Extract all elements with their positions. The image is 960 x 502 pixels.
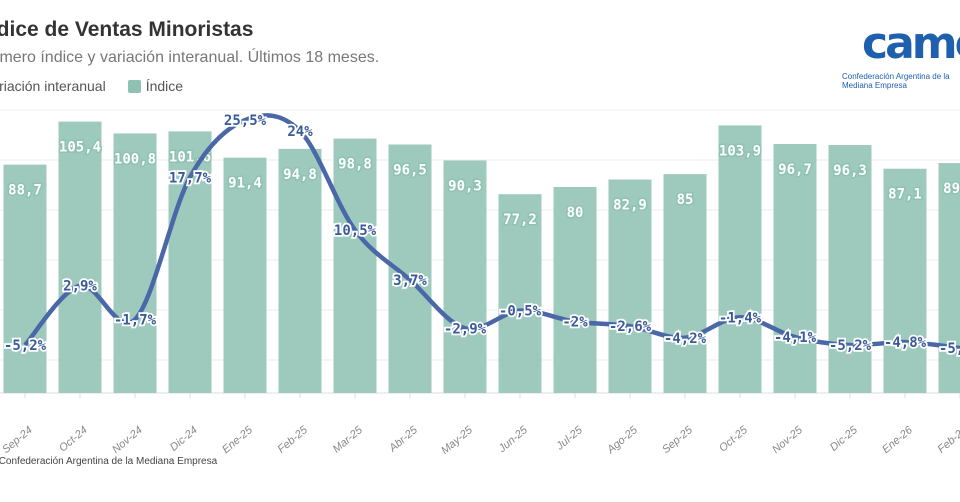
bar-Dic-25	[828, 145, 872, 393]
line-label: -2,6%	[609, 319, 652, 335]
bar-label: 100,8	[114, 151, 156, 167]
x-tick-label: Oct-25	[717, 424, 751, 455]
bar-May-25	[443, 160, 487, 393]
bar-label: 87,1	[888, 187, 922, 203]
bar-label: 105,4	[59, 140, 101, 156]
bar-Mar-25	[333, 138, 377, 393]
line-label: -5,2%	[829, 338, 872, 354]
bar-Oct-24	[58, 121, 102, 393]
line-label: 24%	[287, 124, 313, 140]
line-label: -5,6%	[939, 341, 960, 357]
x-tick-label: Ago-25	[604, 424, 640, 457]
bar-Ene-25	[223, 157, 267, 393]
x-tick-label: Nov-24	[110, 424, 145, 456]
chart-subtitle: Número índice y variación interanual. Úl…	[0, 49, 380, 66]
bar-Feb-25	[278, 148, 322, 393]
x-tick-label: Ene-25	[220, 424, 256, 457]
bar-label: 91,4	[228, 176, 262, 192]
x-tick-label: Dic-25	[828, 424, 861, 454]
bar-Feb-26	[938, 163, 960, 393]
legend-bar-label: Índice	[145, 78, 184, 94]
x-tick-label: Sep-24	[0, 424, 35, 456]
legend-line-label: Variación interanual	[0, 78, 106, 94]
line-label: -4,2%	[664, 331, 707, 347]
bar-label: 85	[677, 192, 694, 208]
bar-Oct-25	[718, 125, 762, 394]
x-tick-label: Feb-26	[936, 424, 960, 456]
bar-label: 80	[567, 205, 584, 221]
x-tick-label: Oct-24	[57, 424, 90, 454]
bar-Sep-25	[663, 174, 707, 393]
bar-Jul-25	[553, 187, 597, 393]
logo-wordmark: came	[862, 18, 960, 69]
line-label: -2,9%	[444, 321, 487, 337]
logo-tagline: Confederación Argentina de la Mediana Em…	[842, 72, 950, 90]
bar-label: 103,9	[719, 143, 761, 159]
x-tick-label: Jul-25	[553, 424, 585, 454]
chart-title: Índice de Ventas Minoristas	[0, 18, 254, 41]
x-tick-label: Nov-25	[770, 424, 806, 457]
bar-Nov-25	[773, 143, 817, 393]
x-tick-label: Sep-25	[660, 424, 696, 457]
x-tick-label: Abr-25	[386, 424, 420, 455]
line-label: 17,7%	[169, 170, 212, 186]
line-label: 3,7%	[393, 273, 427, 289]
line-label: -1,4%	[719, 310, 762, 326]
bar-label: 90,3	[448, 178, 482, 194]
legend: Variación interanual Índice	[0, 78, 183, 94]
x-tick-label: May-25	[439, 424, 475, 457]
legend-bar-swatch	[127, 79, 141, 93]
line-label: -4,8%	[884, 335, 927, 351]
bar-label: 96,5	[393, 163, 427, 179]
bar-Sep-24	[3, 164, 47, 393]
x-tick-label: Jun-25	[496, 424, 531, 456]
came-logo: came Confederación Argentina de la Media…	[842, 18, 960, 98]
line-label: -5,2%	[4, 338, 47, 354]
line-label: 25,5%	[224, 113, 267, 129]
bar-Jun-25	[498, 194, 542, 393]
line-label: 2,9%	[63, 279, 97, 295]
bar-label: 88,7	[8, 183, 42, 199]
bar-Nov-24	[113, 133, 157, 393]
source-note: Fuente: Confederación Argentina de la Me…	[0, 456, 218, 467]
bar-label: 94,8	[283, 167, 317, 183]
x-tick-label: Feb-25	[276, 424, 311, 456]
bar-label: 89,3	[943, 181, 960, 197]
variation-line	[23, 113, 960, 351]
x-tick-label: Ene-26	[880, 424, 916, 457]
bar-label: 82,9	[613, 198, 647, 214]
line-label: -1,7%	[114, 312, 157, 328]
bar-label: 98,8	[338, 157, 372, 173]
x-tick-label: Mar-25	[331, 424, 366, 456]
line-label: -2%	[562, 315, 588, 331]
bar-label: 96,7	[778, 162, 812, 178]
line-label: -0,5%	[499, 304, 542, 320]
line-label: 10,5%	[334, 223, 377, 239]
bar-Ago-25	[608, 179, 652, 393]
bar-Ene-26	[883, 168, 927, 393]
x-tick-label: Dic-24	[168, 424, 200, 454]
bar-label: 96,3	[833, 163, 867, 179]
line-label: -4,1%	[774, 330, 817, 346]
bar-label: 77,2	[503, 212, 537, 228]
